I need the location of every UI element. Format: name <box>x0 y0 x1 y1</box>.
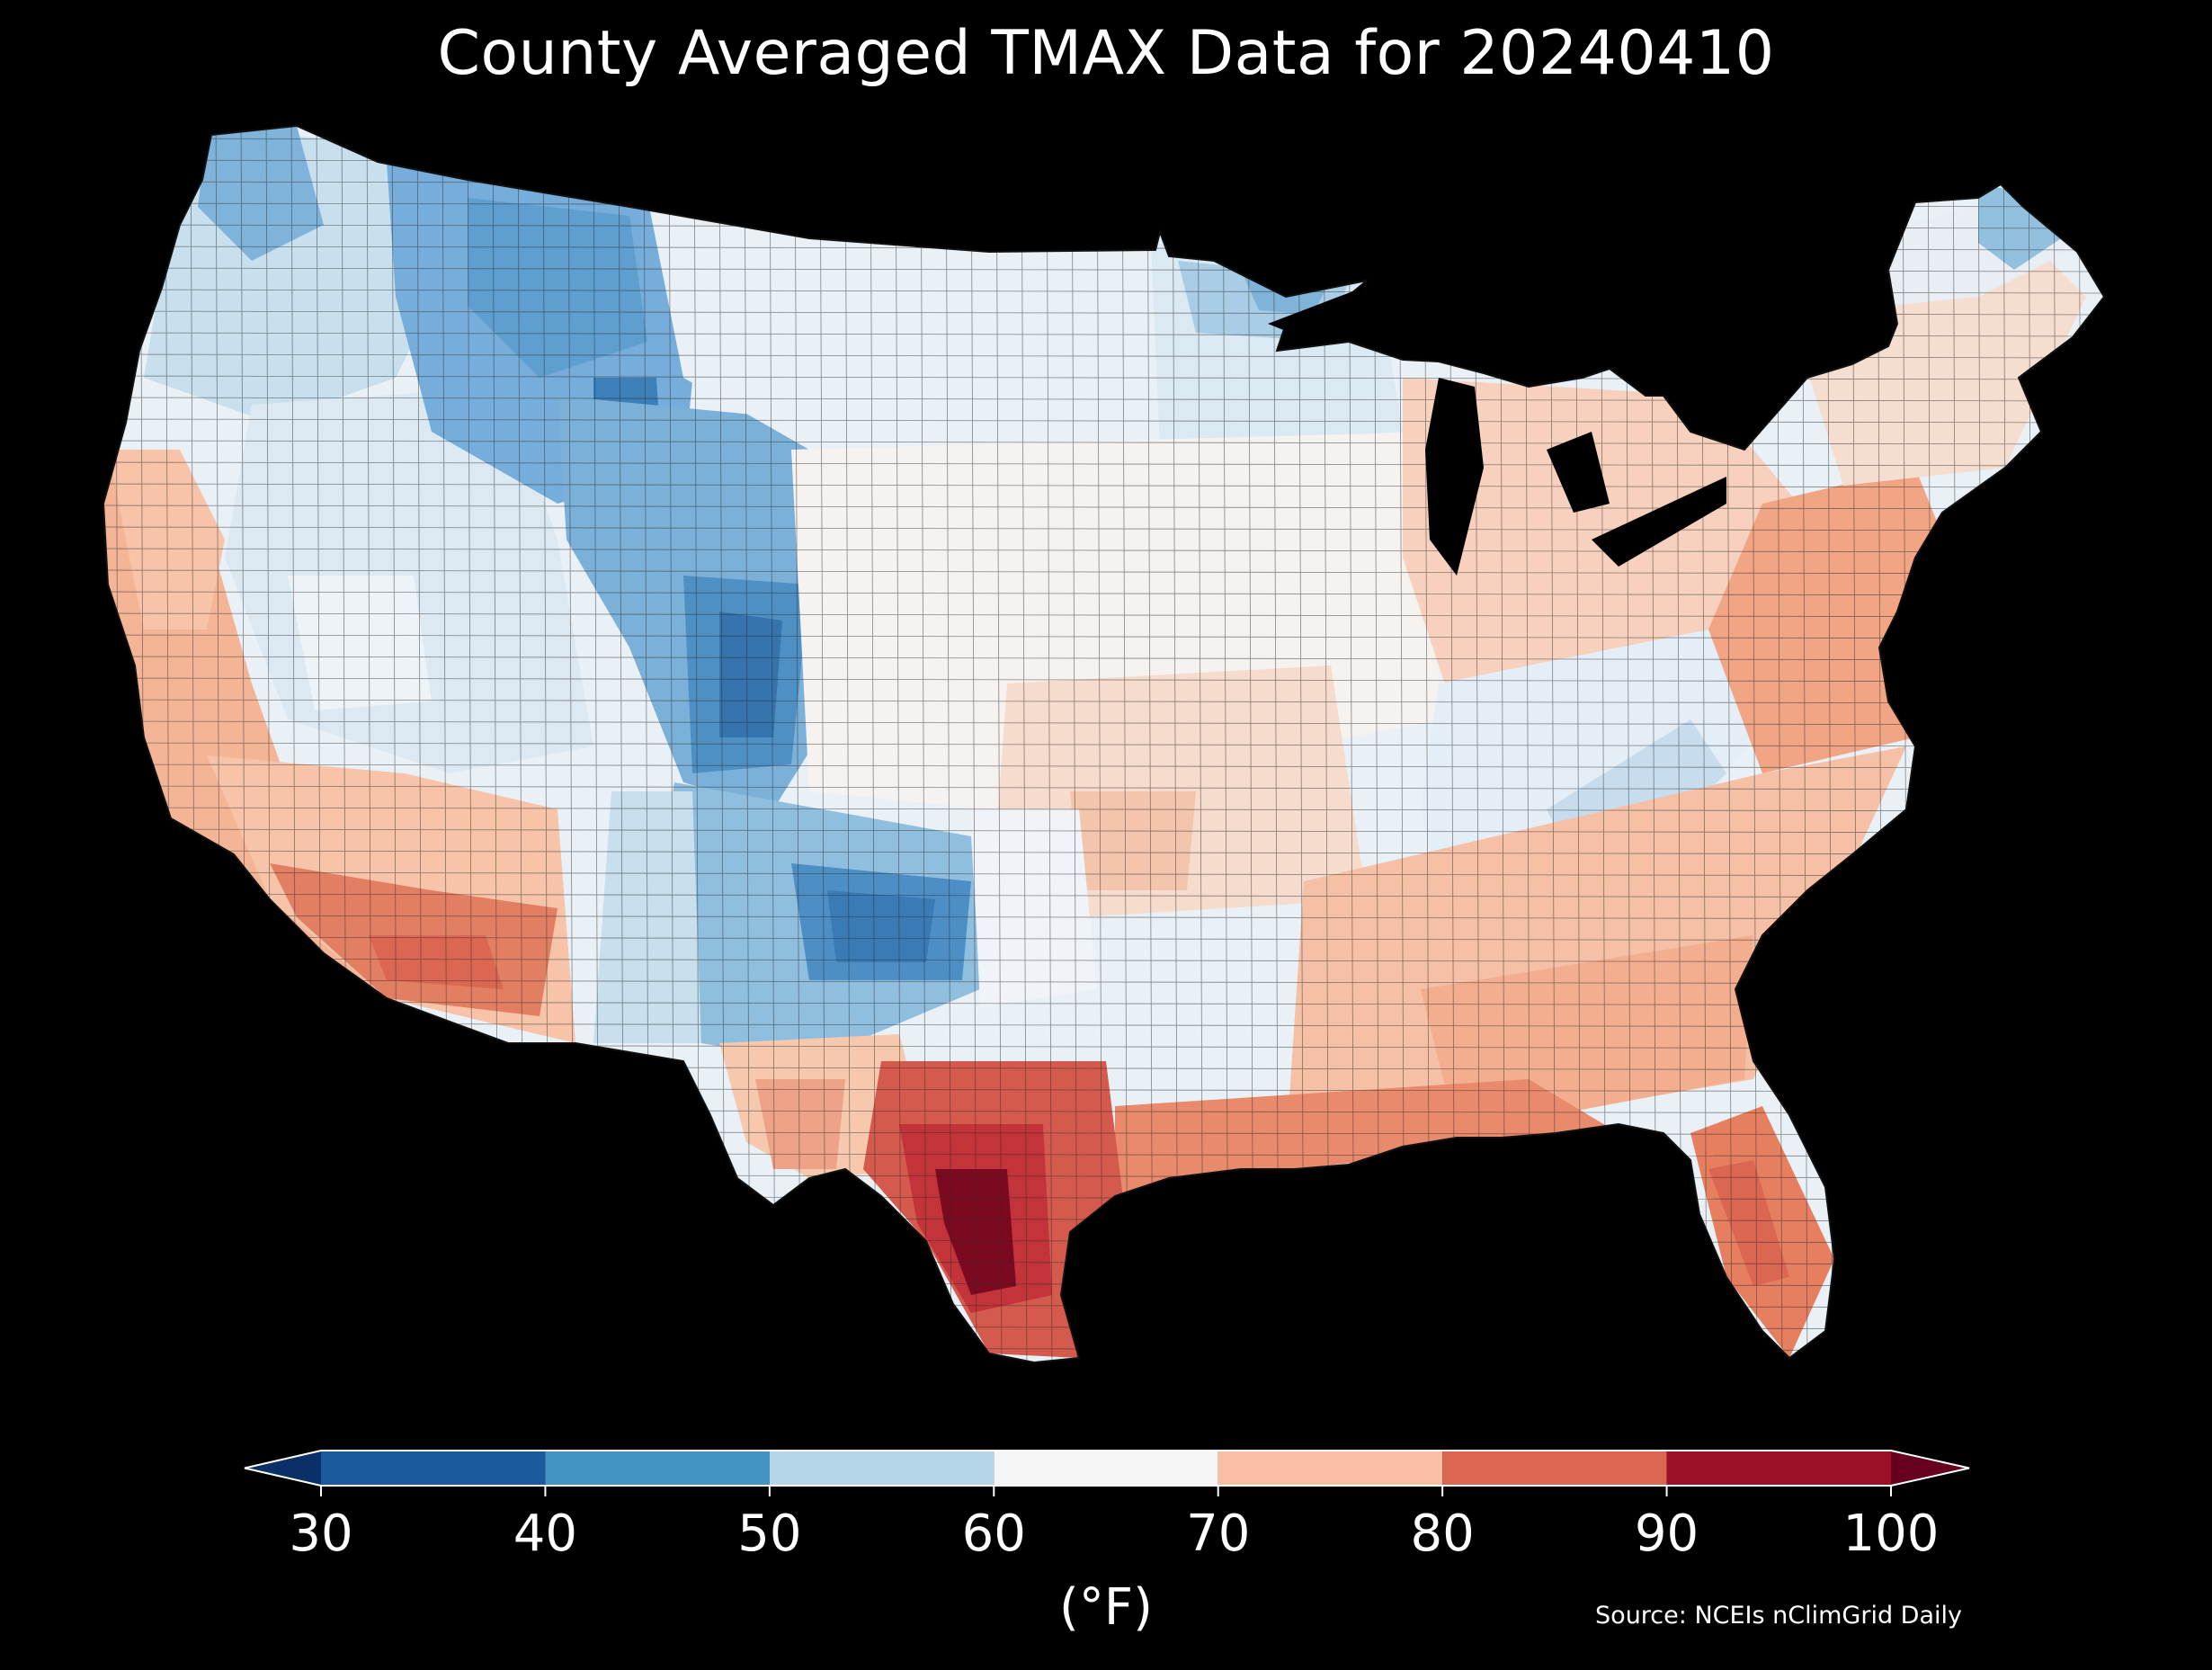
colorbar-tick-label: 90 <box>1634 1505 1699 1563</box>
colorbar-extend-low <box>245 1451 321 1486</box>
colorbar-tick-label: 40 <box>513 1505 578 1563</box>
lake-michigan <box>1425 378 1484 576</box>
colorbar-unit-label: (°F) <box>1059 1578 1153 1637</box>
colorbar-tick-label: 60 <box>961 1505 1026 1563</box>
colorbar-tick-label: 80 <box>1410 1505 1475 1563</box>
colorbar-tick-label: 70 <box>1186 1505 1251 1563</box>
colorbar-tick-label: 30 <box>289 1505 353 1563</box>
colorbar-bin-5 <box>1442 1451 1667 1486</box>
map-title: County Averaged TMAX Data for 20240410 <box>437 18 1775 89</box>
colorbar-bin-0 <box>321 1451 546 1486</box>
colorbar-tick-label: 100 <box>1842 1505 1940 1563</box>
colorbar-bin-3 <box>994 1451 1218 1486</box>
colorbar-bin-6 <box>1666 1451 1891 1486</box>
colorbar-bin-4 <box>1217 1451 1443 1486</box>
lake-erie <box>1592 477 1726 567</box>
colorbar-bin-1 <box>545 1451 770 1486</box>
colorbar-bin-2 <box>769 1451 995 1486</box>
lake-huron <box>1547 432 1610 513</box>
colorbar-extend-high <box>1891 1451 1969 1486</box>
colorbar-tick-label: 50 <box>737 1505 802 1563</box>
source-note: Source: NCEIs nClimGrid Daily <box>1595 1602 1962 1630</box>
lake-superior <box>1268 286 1367 335</box>
